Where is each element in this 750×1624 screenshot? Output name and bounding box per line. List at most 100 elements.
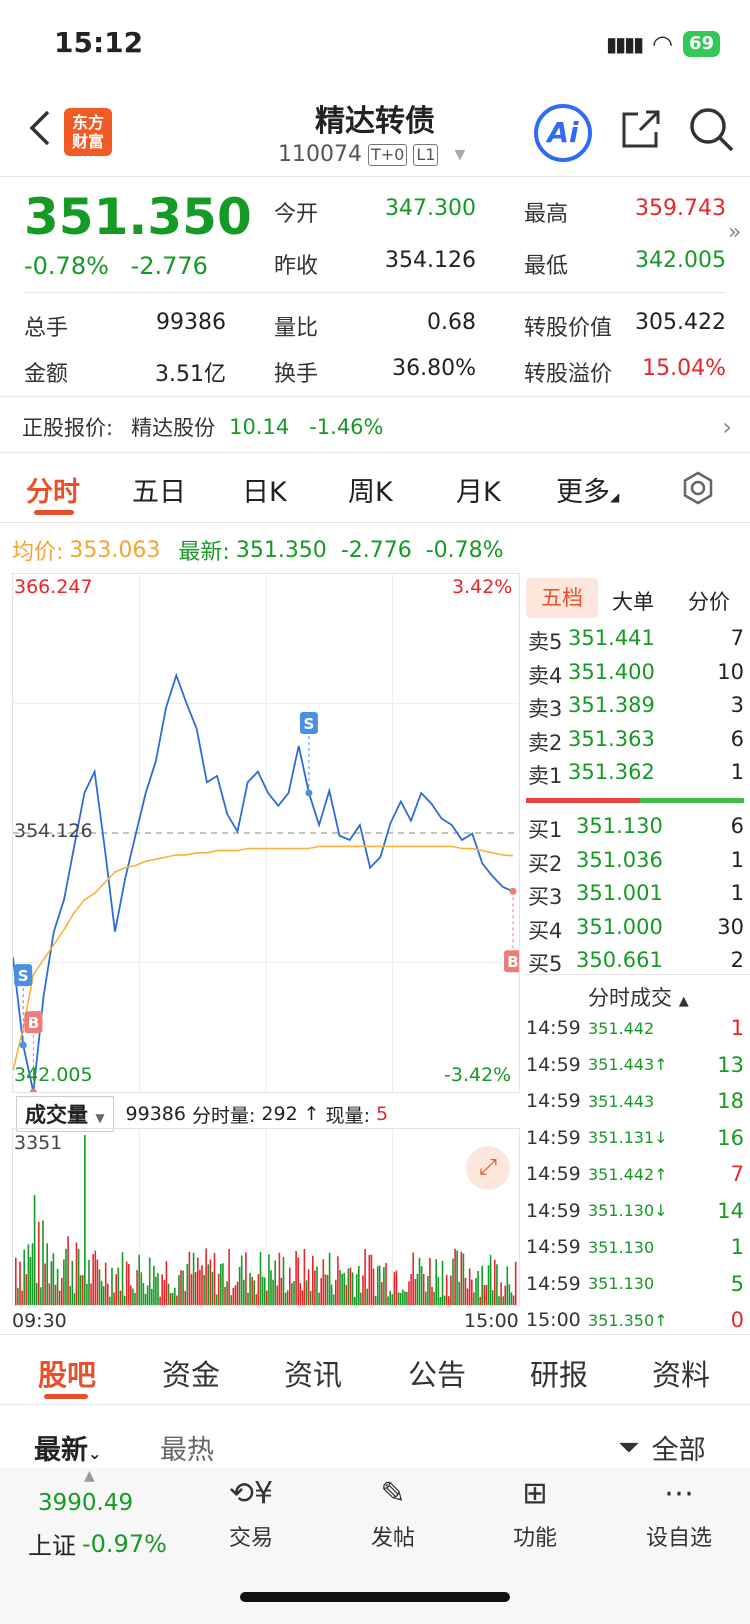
search-icon[interactable] xyxy=(688,106,734,152)
volume-bar xyxy=(73,1293,76,1305)
book-tab-price[interactable]: 分价 xyxy=(688,590,730,614)
nav-functions[interactable]: ⊞ 功能 xyxy=(490,1476,580,1552)
up-arrow-icon: ▲ xyxy=(84,1468,95,1484)
ask-label: 卖4 xyxy=(528,663,563,688)
tab-monthly[interactable]: 月K xyxy=(456,477,501,508)
volume-bar xyxy=(372,1268,375,1305)
volume-bar xyxy=(226,1281,228,1305)
page-title: 精达转债 xyxy=(315,104,435,139)
underlying-price: 10.14 xyxy=(229,415,290,439)
bid-row[interactable]: 买3 351.001 1 xyxy=(528,881,744,911)
volume-bar xyxy=(188,1251,191,1305)
tab-news[interactable]: 资讯 xyxy=(284,1358,343,1392)
tab-daily[interactable]: 日K xyxy=(242,477,287,508)
volume-bar xyxy=(406,1291,408,1305)
tab-research[interactable]: 研报 xyxy=(530,1358,589,1392)
app-logo: 东方 财富 xyxy=(64,108,112,156)
volume-bar xyxy=(209,1259,212,1305)
ask-row[interactable]: 卖2 351.363 6 xyxy=(528,727,744,757)
bid-row[interactable]: 买2 351.036 1 xyxy=(528,848,744,878)
last-label: 最新: xyxy=(178,540,230,565)
volume-bar xyxy=(155,1276,157,1305)
volume-selector[interactable]: 成交量 ▼ xyxy=(16,1096,114,1132)
share-icon[interactable] xyxy=(618,108,662,152)
underlying-label: 正股报价: xyxy=(22,416,114,440)
tab-announcements[interactable]: 公告 xyxy=(408,1358,467,1392)
volume-bar xyxy=(238,1267,241,1305)
expand-icon[interactable]: » xyxy=(728,220,742,245)
high-value: 359.743 xyxy=(635,196,726,221)
volume-bar xyxy=(471,1279,473,1305)
volume-bar xyxy=(299,1283,302,1305)
ask-qty: 1 xyxy=(730,760,744,784)
volume-bar xyxy=(456,1250,458,1305)
ask-row[interactable]: 卖1 351.362 1 xyxy=(528,760,744,790)
dropdown-icon[interactable]: ▼ xyxy=(454,146,466,163)
volume-bar xyxy=(454,1248,456,1305)
volume-bar xyxy=(117,1267,120,1305)
settings-icon[interactable] xyxy=(680,470,716,506)
tab-forum[interactable]: 股吧 xyxy=(38,1358,97,1392)
filter-latest[interactable]: 最新⌄ xyxy=(34,1435,102,1466)
volume-bar xyxy=(113,1292,115,1305)
nav-post[interactable]: ✎ 发帖 xyxy=(348,1476,438,1552)
bid-row[interactable]: 买4 351.000 30 xyxy=(528,915,744,945)
tab-more-label: 更多 xyxy=(556,477,610,508)
volume-bar xyxy=(322,1259,325,1305)
volume-chart[interactable] xyxy=(12,1128,520,1306)
status-icons: ▮▮▮▮ ◠ 69 xyxy=(606,30,720,58)
ask-row[interactable]: 卖5 351.441 7 xyxy=(528,626,744,656)
nav-trade[interactable]: ⟲¥ 交易 xyxy=(206,1476,296,1552)
bid-row[interactable]: 买5 350.661 2 xyxy=(528,948,744,978)
volume-bar xyxy=(504,1285,506,1305)
nav-watchlist[interactable]: ⋯ 设自选 xyxy=(634,1476,724,1552)
volume-bar xyxy=(318,1292,320,1305)
volume-bar xyxy=(280,1277,283,1305)
filter-all[interactable]: ⏷ 全部 xyxy=(618,1428,706,1467)
volume-chart-svg xyxy=(15,1129,517,1305)
index-row[interactable]: 上证 -0.97% xyxy=(28,1526,167,1561)
tab-funds[interactable]: 资金 xyxy=(162,1358,221,1392)
tab-weekly[interactable]: 周K xyxy=(348,477,393,508)
volume-bar xyxy=(240,1255,243,1305)
volume-bar xyxy=(286,1290,289,1305)
volume-bar xyxy=(402,1289,404,1305)
volume-total: 99386 xyxy=(125,1103,186,1125)
volume-bar xyxy=(222,1263,224,1305)
bid-price: 351.130 xyxy=(576,814,663,838)
volume-bar xyxy=(374,1296,377,1305)
underlying-name: 精达股份 xyxy=(131,416,216,440)
security-code[interactable]: 110074 T+0 L1 ▼ xyxy=(278,142,465,167)
volume-bar xyxy=(494,1259,496,1305)
volume-bar xyxy=(63,1259,65,1305)
intraday-chart[interactable]: B S S B xyxy=(12,573,522,1096)
tab-more[interactable]: 更多◢ xyxy=(556,477,620,508)
chart-legend: 均价: 353.063 最新: 351.350 -2.776 -0.78% xyxy=(12,534,504,566)
ai-button[interactable]: Ai xyxy=(534,104,592,162)
tab-5day[interactable]: 五日 xyxy=(132,477,186,508)
ask-row[interactable]: 卖3 351.389 3 xyxy=(528,693,744,723)
back-icon[interactable] xyxy=(26,108,54,148)
underlying-row[interactable]: 正股报价: 精达股份 10.14 -1.46% › xyxy=(22,412,732,442)
bid-row[interactable]: 买1 351.130 6 xyxy=(528,814,744,844)
volume-bar xyxy=(165,1261,168,1305)
volume-bar xyxy=(466,1288,469,1305)
volume-bar xyxy=(220,1264,222,1305)
fullscreen-icon[interactable]: ⤢ xyxy=(466,1146,510,1190)
trades-title[interactable]: 分时成交 ▲ xyxy=(588,986,689,1010)
index-value[interactable]: 3990.49 xyxy=(38,1490,134,1516)
book-tab-large[interactable]: 大单 xyxy=(612,590,654,614)
ask-row[interactable]: 卖4 351.400 10 xyxy=(528,660,744,690)
filter-hot[interactable]: 最热 xyxy=(160,1435,214,1466)
volume-max-label: 3351 xyxy=(14,1132,63,1154)
volume-bar xyxy=(148,1257,151,1305)
conv-val-label: 转股价值 xyxy=(524,316,613,341)
book-tab-depth[interactable]: 五档 xyxy=(526,578,598,618)
tab-intraday[interactable]: 分时 xyxy=(26,477,80,508)
tab-profile[interactable]: 资料 xyxy=(652,1358,711,1392)
volume-bar xyxy=(111,1267,113,1305)
volume-bar xyxy=(487,1265,490,1305)
volume-bar xyxy=(251,1276,253,1305)
volume-bar xyxy=(418,1257,421,1305)
volume-bar xyxy=(234,1285,237,1305)
